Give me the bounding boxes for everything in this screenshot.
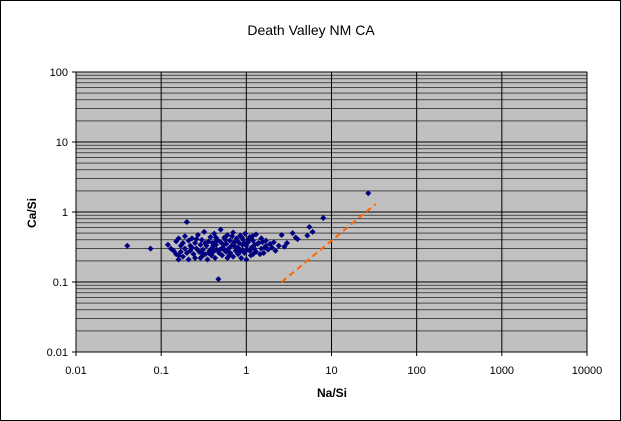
- data-point: [243, 256, 250, 263]
- x-tick-label: 10: [325, 365, 337, 377]
- data-point: [175, 235, 182, 242]
- data-points: [124, 190, 372, 283]
- data-point: [238, 255, 245, 262]
- data-point: [201, 228, 208, 235]
- data-point: [234, 238, 241, 245]
- data-point: [309, 228, 316, 235]
- data-point: [270, 239, 277, 246]
- trend-line: [281, 203, 377, 283]
- y-axis-label: Ca/Si: [25, 198, 39, 228]
- data-point: [283, 240, 290, 247]
- tick-labels: 0.01 0.1 1 10 100 1000 10000 0.01 0.1 1 10 100: [47, 67, 603, 377]
- data-point: [212, 234, 219, 241]
- data-point: [204, 256, 211, 263]
- data-point: [306, 224, 313, 231]
- data-point: [198, 236, 205, 243]
- chart-title: Death Valley NM CA: [247, 22, 375, 38]
- data-point: [223, 248, 230, 255]
- data-point: [259, 239, 266, 246]
- data-point: [181, 245, 188, 252]
- data-point: [164, 241, 171, 248]
- data-point: [207, 233, 214, 240]
- data-point: [205, 249, 212, 256]
- x-tick-label: 1: [243, 365, 249, 377]
- data-point: [179, 253, 186, 260]
- trend-line-layer: [281, 203, 377, 283]
- data-point: [239, 234, 246, 241]
- data-point: [175, 256, 182, 263]
- data-point: [226, 252, 233, 259]
- gridlines: [75, 71, 588, 353]
- data-point: [229, 233, 236, 240]
- data-point: [197, 241, 204, 248]
- data-point: [217, 226, 224, 233]
- data-point: [247, 252, 254, 259]
- data-point: [304, 232, 311, 239]
- data-point: [257, 251, 264, 258]
- data-point: [244, 246, 251, 253]
- data-point: [181, 233, 188, 240]
- data-point: [275, 242, 282, 249]
- y-tick-label: 100: [50, 67, 68, 79]
- data-point: [197, 255, 204, 262]
- x-tick-label: 100: [407, 365, 425, 377]
- data-point: [365, 190, 372, 197]
- data-point: [185, 256, 192, 263]
- x-axis-label: Na/Si: [317, 386, 347, 400]
- data-point: [232, 243, 239, 250]
- data-point: [278, 231, 285, 238]
- data-point: [251, 245, 258, 252]
- data-point: [268, 244, 275, 251]
- data-point: [281, 243, 288, 250]
- data-point: [147, 245, 154, 252]
- data-point: [219, 252, 226, 259]
- data-point: [224, 255, 231, 262]
- data-point: [212, 255, 219, 262]
- data-point: [289, 230, 296, 237]
- data-point: [183, 218, 190, 225]
- data-point: [220, 241, 227, 248]
- y-tick-label: 0.01: [47, 347, 68, 359]
- data-point: [216, 246, 223, 253]
- data-point: [242, 230, 249, 237]
- data-point: [179, 240, 186, 247]
- data-point: [188, 235, 195, 242]
- data-point: [249, 233, 256, 240]
- data-point: [254, 240, 261, 247]
- x-tick-label: 0.1: [154, 365, 169, 377]
- data-point: [188, 244, 195, 251]
- data-point: [224, 231, 231, 238]
- data-point: [175, 252, 182, 259]
- x-tick-label: 1000: [490, 365, 514, 377]
- data-point: [222, 236, 229, 243]
- data-point: [272, 247, 279, 254]
- x-tick-label: 0.01: [65, 365, 86, 377]
- data-point: [241, 240, 248, 247]
- data-point: [202, 240, 209, 247]
- data-point: [246, 236, 253, 243]
- data-point: [193, 236, 200, 243]
- data-point: [294, 236, 301, 243]
- data-point: [212, 239, 219, 246]
- data-point: [192, 255, 199, 262]
- y-tick-label: 10: [56, 137, 68, 149]
- data-point: [124, 242, 131, 249]
- data-point: [236, 248, 243, 255]
- data-point: [320, 215, 327, 222]
- data-point: [261, 244, 268, 251]
- y-tick-label: 1: [62, 207, 68, 219]
- y-tick-label: 0.1: [53, 277, 68, 289]
- data-point: [215, 276, 222, 283]
- data-point: [198, 249, 205, 256]
- x-tick-label: 10000: [572, 365, 603, 377]
